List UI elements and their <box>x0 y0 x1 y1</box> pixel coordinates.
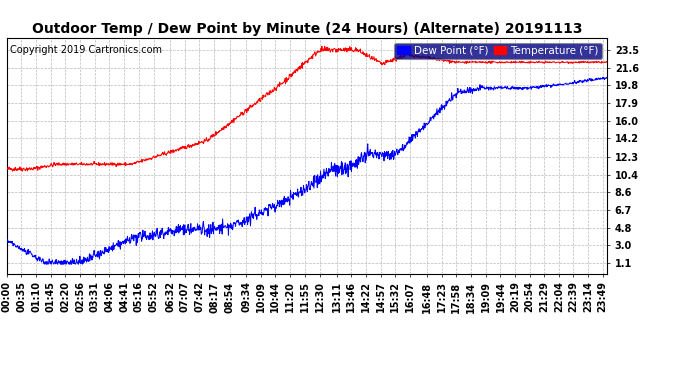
Text: Copyright 2019 Cartronics.com: Copyright 2019 Cartronics.com <box>10 45 162 55</box>
Legend: Dew Point (°F), Temperature (°F): Dew Point (°F), Temperature (°F) <box>394 43 602 59</box>
Title: Outdoor Temp / Dew Point by Minute (24 Hours) (Alternate) 20191113: Outdoor Temp / Dew Point by Minute (24 H… <box>32 22 582 36</box>
